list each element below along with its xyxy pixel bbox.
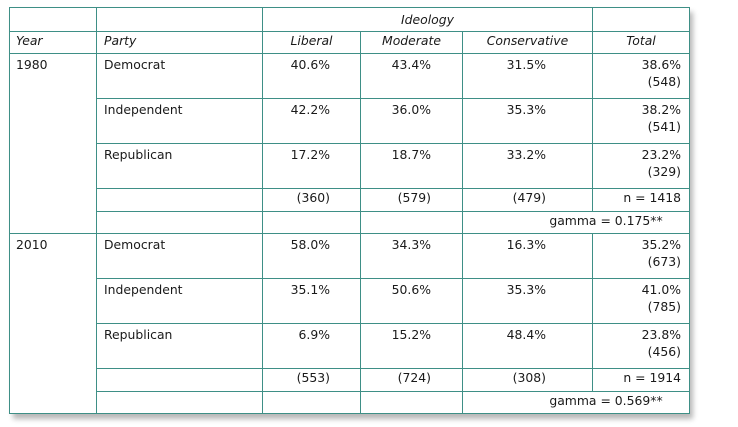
total-count: (456)	[647, 343, 681, 359]
crosstab-frame: Ideology Year Party Liberal Moderate Con…	[9, 7, 690, 415]
liberal-cell: 6.9%	[262, 322, 361, 369]
party-cell: Independent	[96, 277, 263, 324]
total-count: (329)	[647, 163, 681, 179]
moderate-cell: 43.4%	[360, 53, 463, 99]
header-blank-cell	[96, 7, 263, 32]
table-row: 1980 Democrat 40.6% 43.4% 31.5% 38.6% (54…	[9, 53, 690, 234]
total-column-header: Total	[592, 30, 690, 55]
gamma-row: gamma = 0.569**	[10, 391, 690, 414]
total-cell: 38.6% (548)	[592, 53, 690, 99]
party-column-header: Party	[96, 30, 263, 55]
conservative-cell: 16.3%	[462, 232, 593, 279]
total-percent: 41.0%	[641, 281, 681, 297]
moderate-cell: 50.6%	[360, 277, 463, 324]
moderate-column-header: Moderate	[360, 30, 463, 55]
moderate-cell: 36.0%	[360, 97, 463, 144]
moderate-count-cell: (724)	[360, 367, 463, 393]
conservative-cell: 35.3%	[462, 277, 593, 324]
total-percent: 35.2%	[641, 236, 681, 252]
header-row-columns: Year Party Liberal Moderate Conservative…	[9, 30, 690, 55]
total-percent: 38.2%	[641, 101, 681, 117]
total-count: (548)	[647, 74, 681, 89]
total-cell: 35.2% (673)	[592, 232, 690, 279]
year-cell: 2010	[9, 232, 97, 415]
conservative-count-cell: (308)	[462, 367, 593, 393]
conservative-column-header: Conservative	[462, 30, 593, 55]
gamma-cell: gamma = 0.569**	[462, 391, 690, 414]
blank-cell	[96, 211, 263, 234]
total-percent: 23.2%	[641, 146, 681, 162]
table-row: Independent 35.1% 50.6% 35.3% 41.0% (785)	[10, 277, 690, 324]
party-cell: Democrat	[96, 53, 263, 99]
party-cell: Republican	[96, 322, 263, 369]
total-count: (541)	[647, 118, 681, 134]
header-blank-cell	[9, 7, 97, 32]
liberal-count-cell: (360)	[262, 187, 361, 213]
total-count: (673)	[647, 253, 681, 269]
header-row-top: Ideology	[9, 7, 690, 32]
header-blank-cell	[592, 7, 690, 32]
moderate-cell: 15.2%	[360, 322, 463, 369]
conservative-cell: 48.4%	[462, 322, 593, 369]
blank-cell	[262, 211, 361, 234]
total-count: (785)	[647, 298, 681, 314]
conservative-cell: 33.2%	[462, 142, 593, 189]
total-cell: 41.0% (785)	[592, 277, 690, 324]
blank-cell	[96, 367, 263, 393]
column-count-row: (553) (724) (308) n = 1914	[10, 367, 690, 393]
moderate-count-cell: (579)	[360, 187, 463, 213]
blank-cell	[360, 211, 463, 234]
blank-cell	[262, 391, 361, 414]
party-cell: Democrat	[96, 232, 263, 279]
total-cell: 23.8% (456)	[592, 322, 690, 369]
liberal-cell: 35.1%	[262, 277, 361, 324]
crosstab-table: Ideology Year Party Liberal Moderate Con…	[9, 7, 690, 415]
gamma-row: gamma = 0.175**	[10, 211, 690, 234]
party-cell: Independent	[96, 97, 263, 144]
sample-size-cell: n = 1418	[592, 187, 690, 213]
total-percent: 23.8%	[641, 326, 681, 342]
liberal-cell: 58.0%	[262, 232, 361, 279]
conservative-cell: 35.3%	[462, 97, 593, 144]
party-cell: Republican	[96, 142, 263, 189]
liberal-column-header: Liberal	[262, 30, 361, 55]
conservative-cell: 31.5%	[462, 53, 593, 99]
blank-cell	[96, 187, 263, 213]
liberal-cell: 17.2%	[262, 142, 361, 189]
ideology-header: Ideology	[262, 7, 593, 32]
liberal-cell: 42.2%	[262, 97, 361, 144]
gamma-cell: gamma = 0.175**	[462, 211, 690, 234]
conservative-count-cell: (479)	[462, 187, 593, 213]
moderate-cell: 18.7%	[360, 142, 463, 189]
year-column-header: Year	[9, 30, 97, 55]
total-cell: 23.2% (329)	[592, 142, 690, 189]
table-row: 2010 Democrat 58.0% 34.3% 16.3% 35.2% (67…	[9, 232, 690, 415]
column-count-row: (360) (579) (479) n = 1418	[10, 187, 690, 213]
liberal-count-cell: (553)	[262, 367, 361, 393]
moderate-cell: 34.3%	[360, 232, 463, 279]
table-row: Republican 6.9% 15.2% 48.4% 23.8% (456)	[10, 322, 690, 369]
table-row: Republican 17.2% 18.7% 33.2% 23.2% (329)	[10, 142, 690, 189]
sample-size-cell: n = 1914	[592, 367, 690, 393]
blank-cell	[96, 391, 263, 414]
total-percent: 38.6%	[641, 57, 681, 72]
blank-cell	[360, 391, 463, 414]
year-cell: 1980	[9, 53, 97, 234]
liberal-cell: 40.6%	[262, 53, 361, 99]
table-row: Independent 42.2% 36.0% 35.3% 38.2% (541)	[10, 97, 690, 144]
total-cell: 38.2% (541)	[592, 97, 690, 144]
